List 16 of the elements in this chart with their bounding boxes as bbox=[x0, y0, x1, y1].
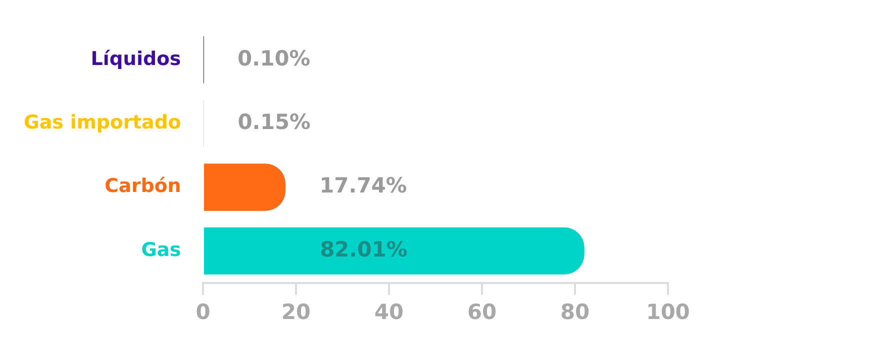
x-tick-label: 80 bbox=[560, 300, 590, 324]
x-tick-label: 0 bbox=[196, 300, 210, 324]
x-tick-label: 60 bbox=[467, 300, 497, 324]
y-tick-label: Gas bbox=[141, 238, 181, 261]
data-label: 0.15% bbox=[238, 110, 311, 134]
x-tick-label: 20 bbox=[281, 300, 311, 324]
y-tick-label: Carbón bbox=[104, 175, 181, 198]
y-tick-label: Líquidos bbox=[90, 48, 181, 70]
x-tick-label: 40 bbox=[374, 300, 404, 324]
data-label: 0.10% bbox=[237, 46, 310, 70]
data-label: 82.01% bbox=[320, 237, 408, 262]
x-tick-label: 100 bbox=[646, 300, 690, 324]
bar bbox=[204, 164, 286, 211]
data-label: 17.74% bbox=[319, 174, 407, 198]
y-tick-label: Gas importado bbox=[24, 111, 181, 134]
bar bbox=[204, 227, 584, 275]
